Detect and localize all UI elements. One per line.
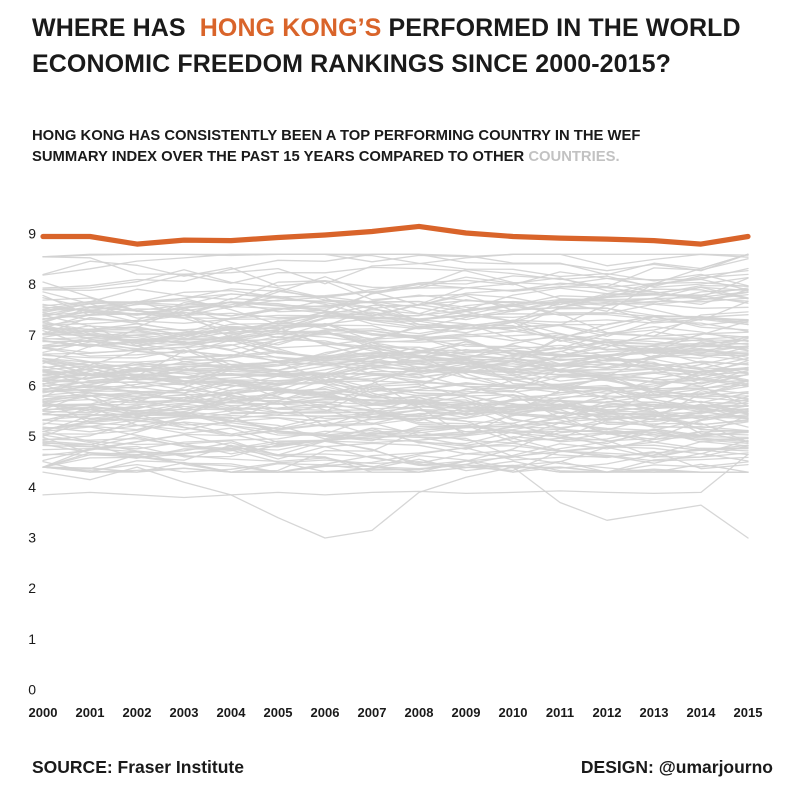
- svg-text:2002: 2002: [123, 705, 152, 720]
- svg-text:2000: 2000: [29, 705, 58, 720]
- svg-text:2012: 2012: [593, 705, 622, 720]
- svg-text:2013: 2013: [640, 705, 669, 720]
- svg-text:8: 8: [28, 276, 36, 292]
- svg-text:2007: 2007: [358, 705, 387, 720]
- svg-text:2014: 2014: [687, 705, 717, 720]
- svg-text:2004: 2004: [217, 705, 247, 720]
- svg-text:2011: 2011: [546, 705, 574, 720]
- svg-text:2001: 2001: [76, 705, 105, 720]
- svg-text:5: 5: [28, 428, 36, 444]
- svg-text:2008: 2008: [405, 705, 434, 720]
- svg-text:9: 9: [28, 226, 36, 242]
- svg-text:0: 0: [28, 682, 36, 698]
- svg-text:2006: 2006: [311, 705, 340, 720]
- svg-text:2005: 2005: [264, 705, 293, 720]
- svg-text:6: 6: [28, 378, 36, 394]
- svg-text:4: 4: [28, 479, 36, 495]
- svg-text:2: 2: [28, 580, 36, 596]
- svg-text:2010: 2010: [499, 705, 528, 720]
- svg-text:2015: 2015: [734, 705, 763, 720]
- svg-text:2003: 2003: [170, 705, 199, 720]
- svg-text:2009: 2009: [452, 705, 481, 720]
- svg-text:7: 7: [28, 327, 36, 343]
- svg-text:3: 3: [28, 530, 36, 546]
- svg-text:1: 1: [28, 631, 36, 647]
